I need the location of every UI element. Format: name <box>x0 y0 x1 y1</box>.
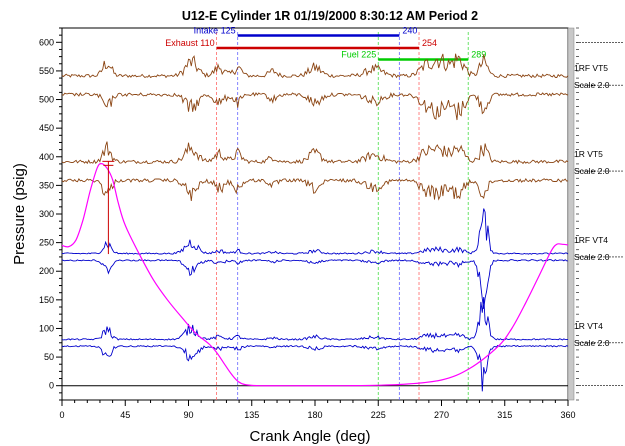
x-tick-label: 360 <box>560 410 575 420</box>
y-tick-label: 250 <box>39 238 54 248</box>
vibration-trace-name: 1RF VT4 <box>574 235 608 245</box>
vibration-trace-name: 1R VT5 <box>574 149 603 159</box>
y-tick-label: 0 <box>49 381 54 391</box>
valve-event-end-label: 240 <box>402 25 417 35</box>
y-tick-label: 500 <box>39 95 54 105</box>
x-tick-label: 90 <box>183 410 193 420</box>
y-tick-label: 350 <box>39 180 54 190</box>
chart-title: U12-E Cylinder 1R 01/19/2000 8:30:12 AM … <box>182 9 478 23</box>
y-tick-label: 300 <box>39 209 54 219</box>
vibration-trace-line <box>61 53 569 79</box>
vibration-trace-line <box>61 208 569 255</box>
y-tick-label: 400 <box>39 152 54 162</box>
vibration-trace-line <box>61 344 569 392</box>
vibration-trace-line <box>61 297 569 341</box>
pressure-curve <box>61 162 569 387</box>
x-tick-label: 225 <box>371 410 386 420</box>
vibration-trace-scale: Scale 2.0 <box>574 80 610 90</box>
vibration-trace-name: 1R VT4 <box>574 321 603 331</box>
y-tick-label: 600 <box>39 37 54 47</box>
right-scrollbar-strip <box>567 27 575 401</box>
x-tick-label: 180 <box>307 410 322 420</box>
valve-event-start-label: Intake 125 <box>194 25 236 35</box>
x-axis-label: Crank Angle (deg) <box>250 428 371 445</box>
x-tick-label: 135 <box>244 410 259 420</box>
valve-event-end-label: 289 <box>471 49 486 59</box>
vibration-trace-line <box>61 259 569 309</box>
x-tick-label: 0 <box>59 410 64 420</box>
x-tick-label: 315 <box>497 410 512 420</box>
vibration-trace-scale: Scale 2.0 <box>574 338 610 348</box>
valve-event-start-label: Fuel 225 <box>341 49 376 59</box>
x-tick-label: 45 <box>120 410 130 420</box>
x-tick-label: 270 <box>434 410 449 420</box>
valve-event-start-label: Exhaust 110 <box>165 38 214 48</box>
y-tick-label: 200 <box>39 266 54 276</box>
y-tick-label: 550 <box>39 66 54 76</box>
vibration-trace-scale: Scale 2.0 <box>574 252 610 262</box>
y-tick-label: 450 <box>39 123 54 133</box>
valve-event-end-label: 254 <box>422 38 437 48</box>
vibration-trace-line <box>61 91 569 121</box>
vibration-trace-line <box>61 141 569 165</box>
y-tick-label: 100 <box>39 323 54 333</box>
y-tick-label: 50 <box>44 352 54 362</box>
y-axis-label: Pressure (psig) <box>11 163 28 265</box>
vibration-trace-name: 1RF VT5 <box>574 63 608 73</box>
plot-area: 0 45 90 135 180 225 270 315 360 0 50 100 150 200 250 30… <box>39 25 623 420</box>
vibration-trace-line <box>61 177 569 201</box>
y-tick-label: 150 <box>39 295 54 305</box>
vibration-trace-scale: Scale 2.0 <box>574 166 610 176</box>
